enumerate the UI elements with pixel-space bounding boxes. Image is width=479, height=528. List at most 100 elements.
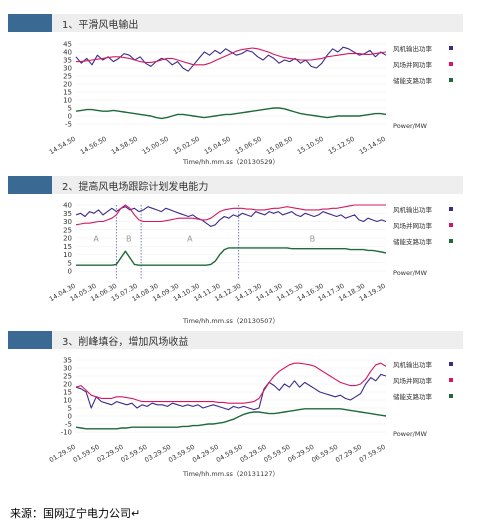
y-tick-label: 20 bbox=[63, 235, 72, 243]
x-axis-title: Time/hh.mm.ss（20130529） bbox=[182, 158, 279, 166]
section-3-title: 3、削峰填谷，增加风场收益 bbox=[62, 337, 189, 348]
x-tick-label: 15.08.50 bbox=[265, 135, 294, 156]
y-tick-label: 20 bbox=[63, 381, 72, 389]
legend-label: 风场并网功率 bbox=[393, 60, 433, 69]
y-tick-label: 10 bbox=[63, 251, 72, 259]
x-tick-label: 15.00.50 bbox=[141, 135, 170, 156]
x-tick-label: 05.59.50 bbox=[263, 443, 292, 464]
x-tick-label: 02.29.50 bbox=[96, 443, 125, 464]
y-tick-label: 35 bbox=[63, 57, 72, 65]
y-tick-label: -5 bbox=[65, 121, 72, 129]
chart-2-plan-tracking: 403530252015105014.04.3014.05.3014.06.30… bbox=[48, 202, 453, 325]
y-tick-label: -5 bbox=[65, 421, 72, 429]
legend-label: 储能支路功率 bbox=[393, 392, 433, 401]
x-axis-title: Time/hh.mm.ss（20131127） bbox=[182, 470, 279, 478]
legend-label: 风机输出功率 bbox=[393, 360, 433, 369]
x-tick-label: 15.14.50 bbox=[358, 135, 387, 156]
y-tick-label: 40 bbox=[63, 202, 72, 210]
legend-swatch bbox=[449, 46, 453, 50]
x-tick-label: 04.59.50 bbox=[215, 443, 244, 464]
legend-label: 储能支路功率 bbox=[393, 76, 433, 85]
x-tick-label: 05.29.50 bbox=[239, 443, 268, 464]
legend-swatch bbox=[449, 78, 453, 82]
legend-swatch bbox=[449, 207, 453, 211]
legend-label: 风机输出功率 bbox=[393, 44, 433, 53]
series-line-storage-power bbox=[75, 107, 387, 120]
y-tick-label: 15 bbox=[63, 389, 72, 397]
region-label: B bbox=[126, 234, 132, 243]
x-tick-label: 01.29.50 bbox=[48, 443, 77, 464]
y-tick-label: 5 bbox=[68, 405, 72, 413]
x-tick-label: 15.10.50 bbox=[296, 135, 325, 156]
x-tick-label: 14.54.50 bbox=[48, 135, 77, 156]
section-1-header: 1、平滑风电输出 bbox=[8, 14, 463, 32]
x-tick-label: 02.59.50 bbox=[119, 443, 148, 464]
legend-swatch bbox=[449, 239, 453, 243]
y-tick-label: 15 bbox=[63, 243, 72, 251]
legend-label: 储能支路功率 bbox=[393, 237, 433, 246]
x-tick-label: 14.56.50 bbox=[79, 135, 108, 156]
x-tick-label: 06.29.50 bbox=[286, 443, 315, 464]
y-tick-label: 5 bbox=[68, 259, 72, 267]
y-tick-label: 25 bbox=[63, 73, 72, 81]
section-1-tag bbox=[8, 14, 52, 32]
y-tick-label: 0 bbox=[68, 413, 72, 421]
legend-swatch bbox=[449, 378, 453, 382]
region-label: B bbox=[310, 234, 316, 243]
series-line-wind-output bbox=[75, 46, 387, 72]
x-tick-label: 15.12.50 bbox=[327, 135, 356, 156]
y-tick-label: 25 bbox=[63, 226, 72, 234]
y-tick-label: 30 bbox=[63, 65, 72, 73]
y-tick-label: 0 bbox=[68, 113, 72, 121]
section-3-tag bbox=[8, 331, 52, 349]
y-tick-label: 45 bbox=[63, 41, 72, 49]
y-tick-label: 10 bbox=[63, 97, 72, 105]
section-2-header: 2、提高风电场跟踪计划发电能力 bbox=[8, 176, 463, 194]
y-tick-label: 40 bbox=[63, 49, 72, 57]
region-label: A bbox=[93, 234, 99, 243]
y-axis-title: Power/MW bbox=[393, 122, 427, 130]
x-tick-label: 15.06.50 bbox=[234, 135, 263, 156]
series-line-grid-power bbox=[75, 362, 387, 404]
series-line-grid-power bbox=[76, 47, 387, 66]
y-tick-label: 35 bbox=[63, 357, 72, 365]
x-tick-label: 15.02.50 bbox=[172, 135, 201, 156]
section-2-title: 2、提高风电场跟踪计划发电能力 bbox=[62, 182, 209, 193]
y-tick-label: 35 bbox=[63, 210, 72, 218]
y-tick-label: 0 bbox=[68, 268, 72, 276]
series-line-wind-output bbox=[75, 206, 387, 227]
region-label: A bbox=[187, 234, 193, 243]
x-tick-label: 03.59.50 bbox=[167, 443, 196, 464]
legend-swatch bbox=[449, 223, 453, 227]
series-line-grid-power bbox=[75, 204, 386, 226]
x-tick-label: 03.29.50 bbox=[143, 443, 172, 464]
y-tick-label: 30 bbox=[63, 365, 72, 373]
section-1-title: 1、平滑风电输出 bbox=[62, 20, 139, 31]
y-tick-label: 30 bbox=[63, 218, 72, 226]
series-line-wind-output bbox=[75, 373, 387, 411]
section-2-tag bbox=[8, 176, 52, 194]
y-tick-label: 5 bbox=[68, 105, 72, 113]
series-line-storage-power bbox=[75, 408, 387, 430]
x-tick-label: 01.59.50 bbox=[72, 443, 101, 464]
y-tick-label: 25 bbox=[63, 373, 72, 381]
legend-swatch bbox=[449, 362, 453, 366]
x-tick-label: 15.04.50 bbox=[203, 135, 232, 156]
y-axis-title: Power/MW bbox=[393, 430, 427, 438]
y-axis-title: Power/MW bbox=[393, 269, 427, 277]
x-tick-label: 07.29.50 bbox=[334, 443, 363, 464]
x-axis-title: Time/hh.mm.ss（20130507） bbox=[182, 317, 279, 325]
y-tick-label: 10 bbox=[63, 397, 72, 405]
series-line-storage-power bbox=[76, 247, 387, 266]
legend-swatch bbox=[449, 394, 453, 398]
y-tick-label: 20 bbox=[63, 81, 72, 89]
x-tick-label: 04.29.50 bbox=[191, 443, 220, 464]
source-caption: 来源：国网辽宁电力公司↵ bbox=[10, 507, 141, 520]
legend-swatch bbox=[449, 62, 453, 66]
x-tick-label: 07.59.50 bbox=[358, 443, 387, 464]
y-tick-label: 15 bbox=[63, 89, 72, 97]
y-tick-label: -10 bbox=[61, 429, 72, 437]
legend-label: 风机输出功率 bbox=[393, 205, 433, 214]
